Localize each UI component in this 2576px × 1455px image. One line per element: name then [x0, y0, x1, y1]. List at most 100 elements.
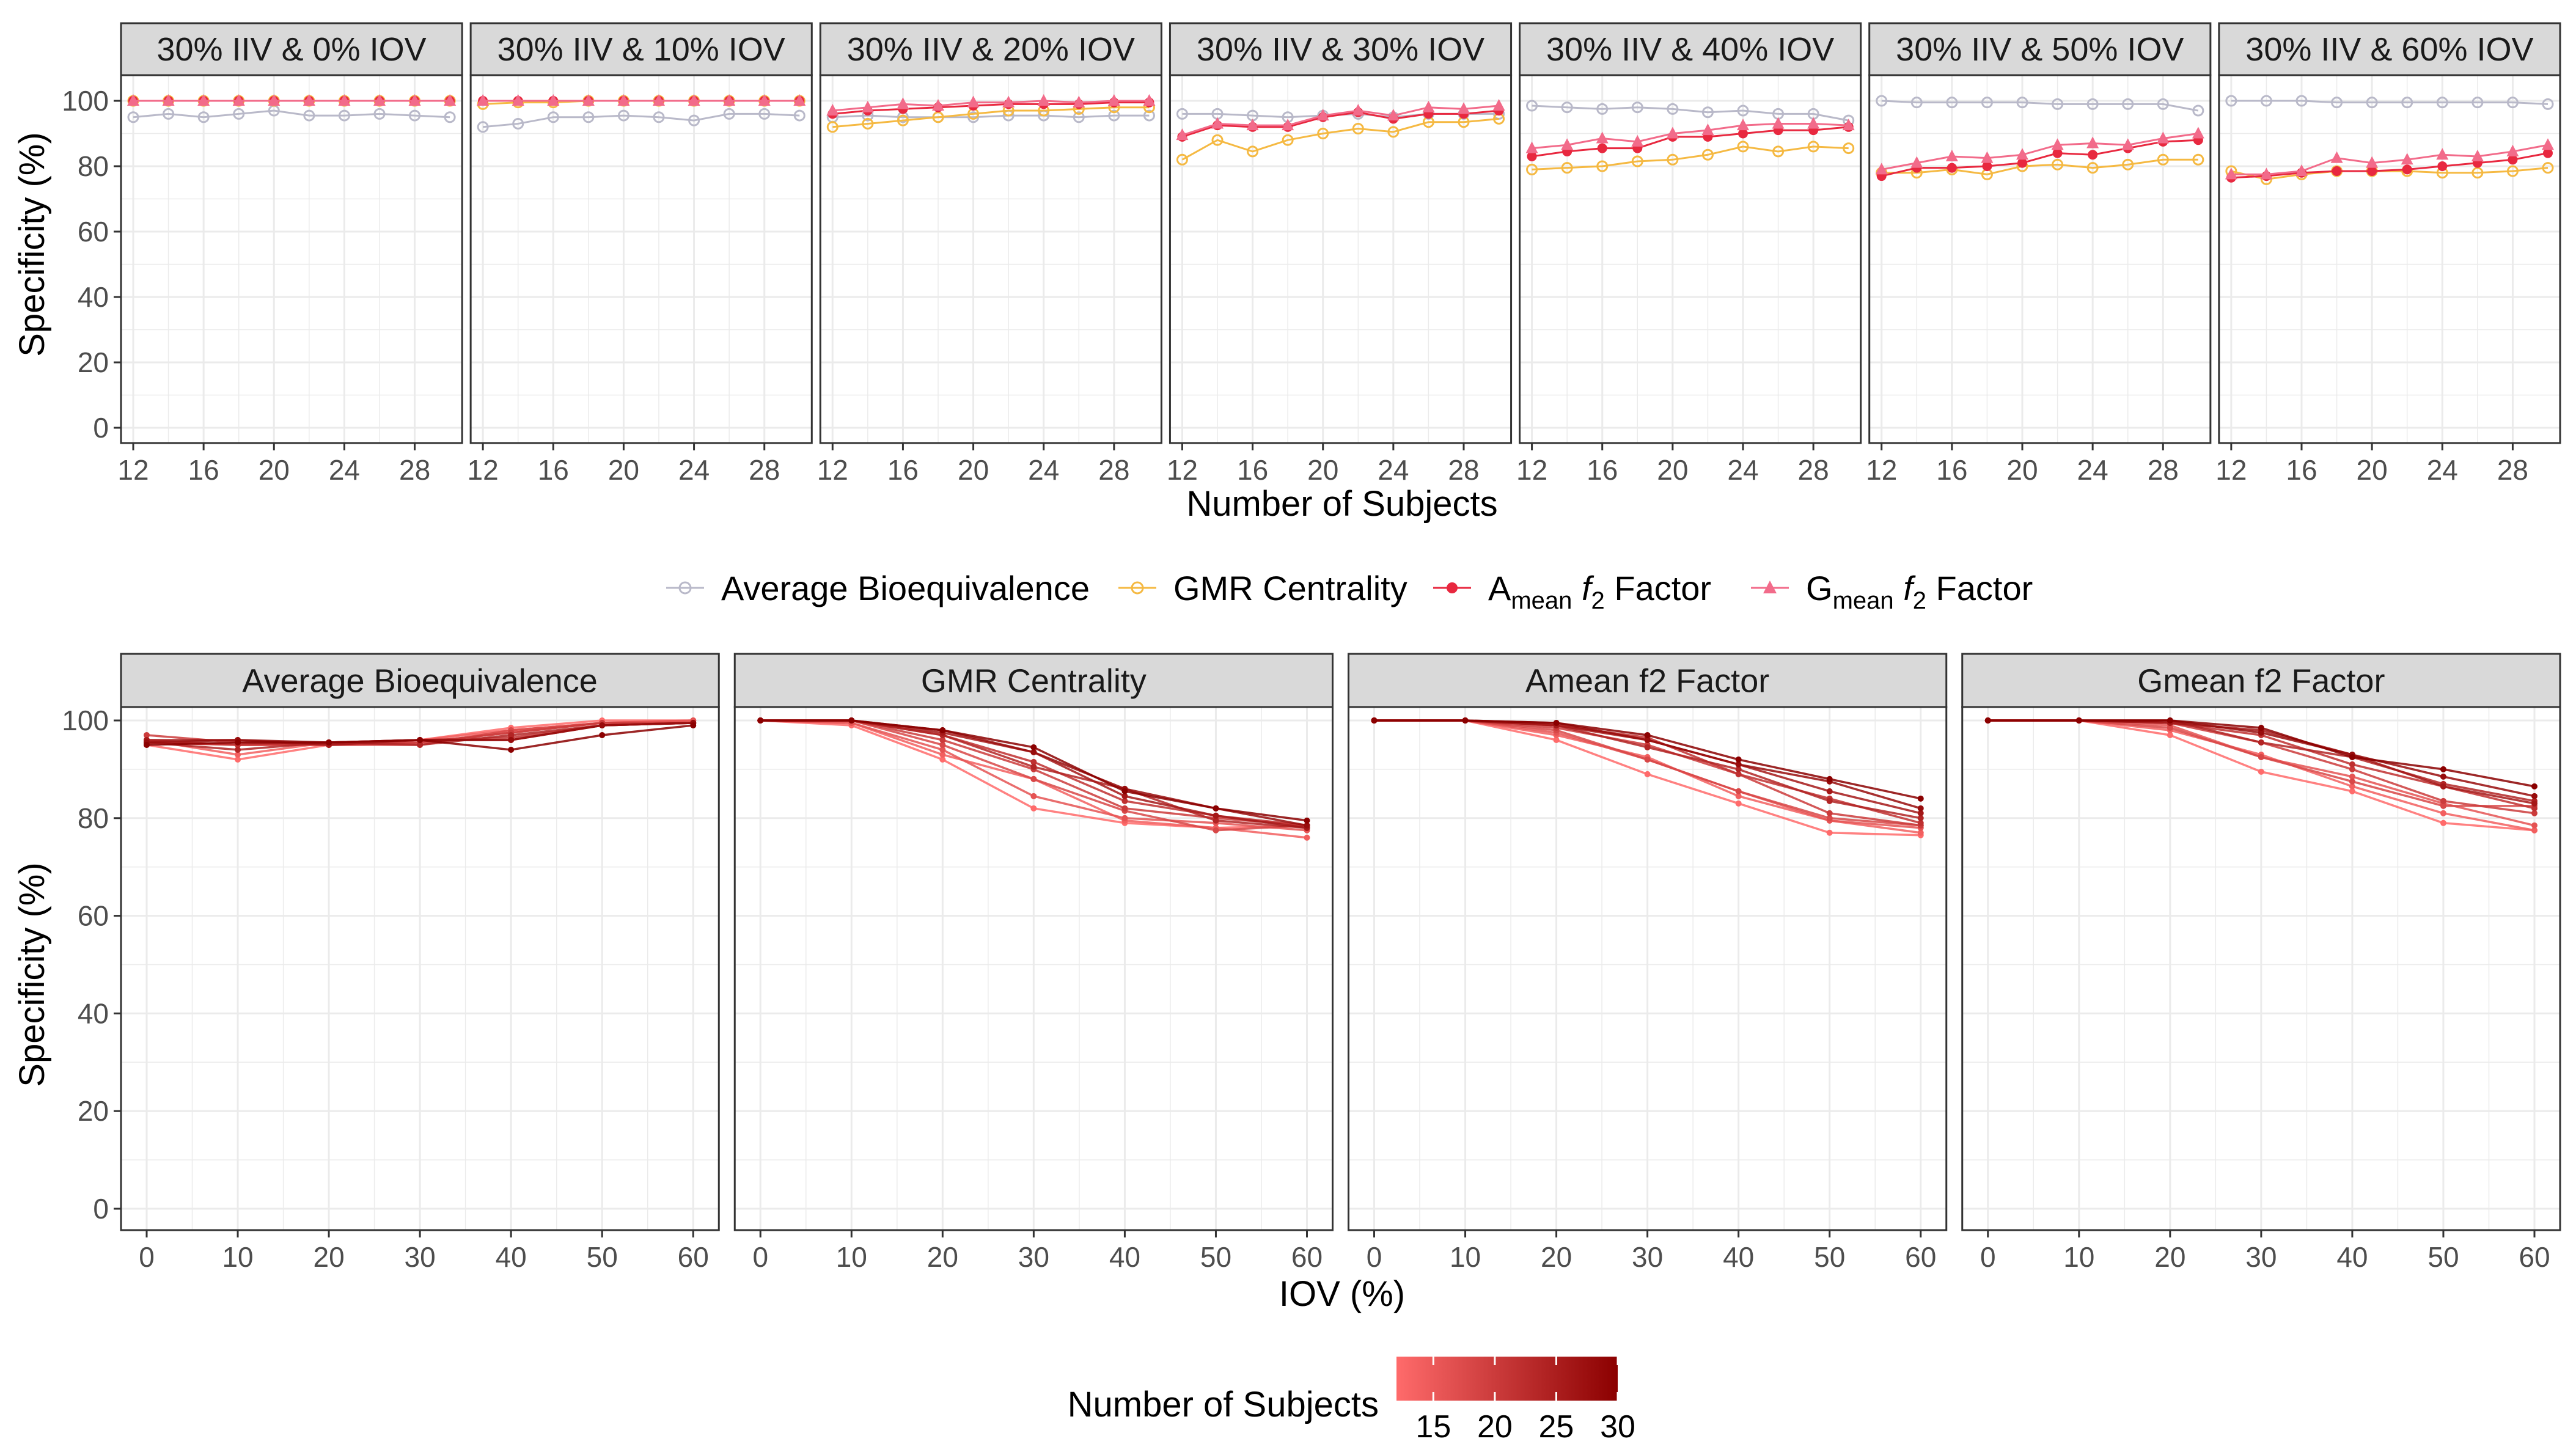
- data-point: [932, 99, 944, 111]
- panel-title: 30% IIV & 40% IOV: [1546, 31, 1834, 68]
- series-line-gmean: [1181, 104, 1499, 136]
- data-point: [1282, 119, 1294, 131]
- series-n30: [757, 717, 1310, 824]
- data-point: [826, 104, 839, 116]
- data-point: [723, 108, 735, 120]
- data-point: [1211, 117, 1224, 129]
- data-point: [444, 94, 457, 106]
- data-point: [2471, 97, 2484, 109]
- panel-border: [2218, 74, 2561, 444]
- series-gmean: [826, 94, 1156, 116]
- subjects-gradient-ticks: 15 20 25 30: [1415, 1357, 1635, 1445]
- data-point: [1947, 163, 1957, 173]
- data-point: [617, 109, 629, 122]
- data-point: [508, 736, 515, 743]
- data-point: [1596, 103, 1609, 115]
- x-tick-label: 30: [405, 1241, 436, 1273]
- data-point: [163, 108, 175, 120]
- x-tick-label: 16: [887, 454, 919, 486]
- x-tick-label: 50: [2427, 1241, 2459, 1273]
- data-point: [1211, 134, 1224, 146]
- legend-item-abe: Average Bioequivalence: [666, 569, 1090, 607]
- panel-border: [819, 74, 1162, 444]
- data-point: [508, 746, 515, 753]
- panel-title: 30% IIV & 50% IOV: [1896, 31, 2184, 68]
- data-point: [1772, 145, 1785, 158]
- data-point: [2349, 778, 2355, 785]
- data-point: [2440, 819, 2446, 826]
- data-point: [1644, 771, 1651, 777]
- data-point: [2440, 766, 2446, 772]
- data-point: [1735, 766, 1742, 772]
- x-tick-label: 28: [399, 454, 430, 486]
- x-tick-label: 20: [1307, 454, 1338, 486]
- data-point: [2349, 788, 2355, 794]
- data-point: [939, 727, 946, 733]
- data-point: [1735, 761, 1742, 768]
- data-point: [1826, 788, 1833, 794]
- data-point: [2349, 783, 2355, 790]
- data-point: [1826, 815, 1833, 821]
- top-legend: Average Bioequivalence GMR Centrality Amea…: [666, 569, 2033, 614]
- series-line-gmr: [832, 106, 1150, 128]
- data-point: [1304, 822, 1310, 829]
- series-abe: [477, 108, 805, 133]
- data-point: [826, 121, 838, 133]
- data-point: [2225, 95, 2237, 107]
- data-point: [599, 722, 606, 728]
- data-point: [1030, 793, 1037, 799]
- x-tick-label: 0: [752, 1241, 768, 1273]
- data-point: [547, 111, 559, 123]
- data-point: [2542, 138, 2554, 150]
- data-point: [1644, 756, 1651, 763]
- data-point: [1247, 145, 1259, 158]
- x-tick-label: 16: [1936, 454, 1967, 486]
- series-line-amean: [832, 101, 1150, 115]
- legend-key-marker: [678, 581, 692, 595]
- panel-gmean-f2-factor: Gmean f2 Factor 0 10 20 30 40 50 60: [1961, 653, 2561, 1273]
- x-tick-label: 12: [117, 454, 149, 486]
- data-point: [1030, 744, 1037, 750]
- legend-label: Gmean f2 Factor: [1806, 569, 2033, 614]
- data-point: [1422, 100, 1435, 112]
- data-point: [235, 746, 241, 753]
- data-point: [2167, 724, 2173, 731]
- series-line-abe: [483, 112, 800, 128]
- data-point: [547, 94, 560, 106]
- data-point: [1737, 141, 1749, 153]
- x-tick-label: 20: [1657, 454, 1688, 486]
- data-point: [2436, 148, 2449, 160]
- data-point: [477, 94, 490, 106]
- data-point: [793, 94, 806, 106]
- data-point: [861, 100, 874, 112]
- x-tick-label: 28: [749, 454, 780, 486]
- data-point: [1631, 101, 1643, 114]
- data-point: [1644, 731, 1651, 738]
- x-tick-label: 30: [2245, 1241, 2277, 1273]
- data-point: [2192, 126, 2204, 139]
- x-tick-label: 28: [1448, 454, 1479, 486]
- series-gmean: [1875, 126, 2204, 175]
- data-point: [2366, 156, 2379, 168]
- data-point: [1981, 151, 1994, 163]
- panel-strip: [120, 22, 463, 76]
- data-point: [793, 109, 805, 122]
- series-line-gmean: [1532, 122, 1849, 150]
- data-point: [477, 121, 489, 133]
- data-point: [1666, 126, 1679, 139]
- series-gmean: [1176, 99, 1505, 141]
- legend-item-gmr: GMR Centrality: [1118, 569, 1407, 607]
- data-point: [1842, 119, 1855, 131]
- x-tick-label: 28: [1798, 454, 1829, 486]
- data-point: [1982, 161, 1992, 171]
- x-tick-label: 30: [1018, 1241, 1049, 1273]
- data-point: [1917, 815, 1924, 821]
- data-point: [1387, 126, 1400, 138]
- data-point: [512, 94, 524, 106]
- data-point: [1738, 128, 1748, 139]
- x-tick-label: 50: [1200, 1241, 1231, 1273]
- x-tick-label: 20: [259, 454, 290, 486]
- data-point: [2258, 768, 2264, 775]
